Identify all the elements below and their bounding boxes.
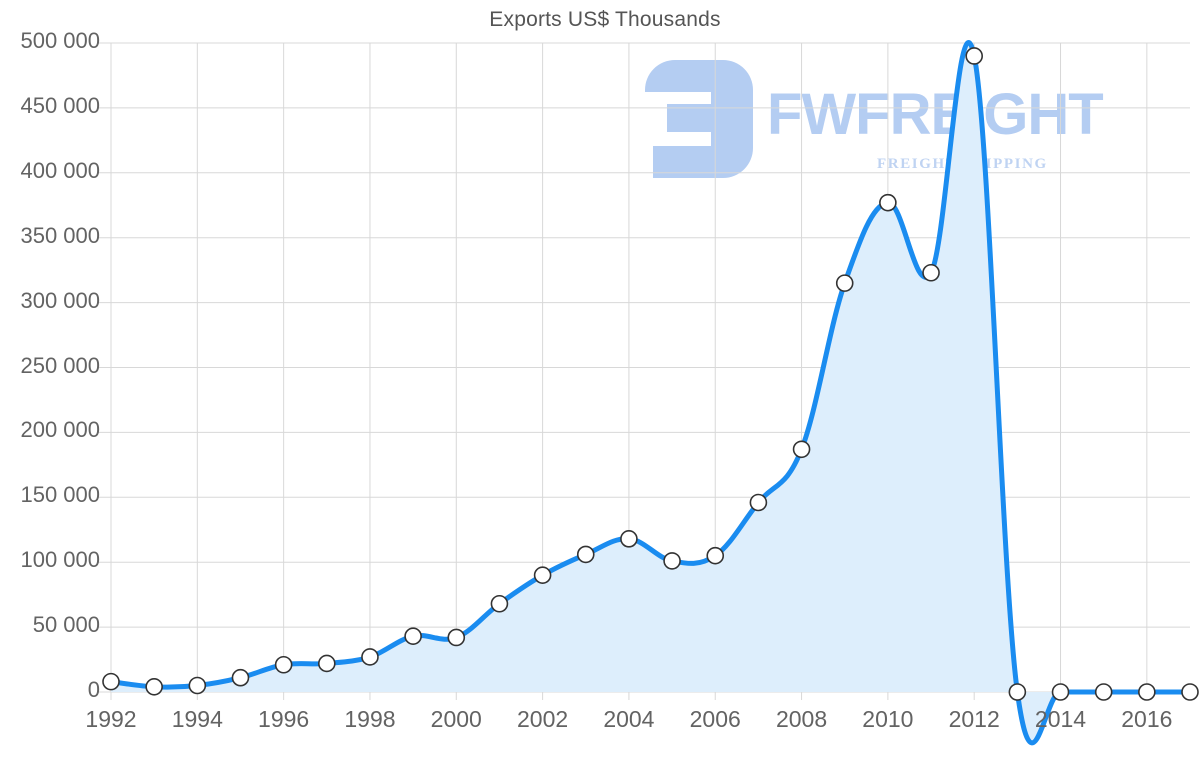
data-point-marker[interactable] <box>620 530 638 548</box>
data-point-marker[interactable] <box>533 566 552 584</box>
x-axis-tick-label: 2006 <box>689 706 741 732</box>
x-axis-tick-label: 1998 <box>344 706 396 732</box>
data-point-marker[interactable] <box>102 672 120 691</box>
series-area-fill <box>111 42 1190 743</box>
data-point-marker[interactable] <box>1094 683 1113 701</box>
data-point-marker[interactable] <box>792 440 811 459</box>
y-axis-tick-label: 100 000 <box>20 547 100 573</box>
x-axis-tick-label: 2010 <box>862 706 914 732</box>
y-axis-tick-label: 350 000 <box>20 222 100 248</box>
y-axis-tick-label: 0 <box>87 677 100 702</box>
data-point-marker[interactable] <box>490 594 509 613</box>
data-point-marker[interactable] <box>835 274 854 292</box>
data-point-marker[interactable] <box>706 546 725 565</box>
y-axis-tick-label: 50 000 <box>32 612 100 638</box>
horizontal-gridlines <box>98 42 1190 693</box>
x-axis-tick-label: 2014 <box>1034 706 1087 732</box>
data-point-marker[interactable] <box>965 47 984 65</box>
data-point-marker[interactable] <box>749 493 768 512</box>
data-point-marker[interactable] <box>879 193 897 212</box>
data-point-marker[interactable] <box>188 676 207 695</box>
data-point-marker[interactable] <box>404 627 422 645</box>
x-axis-tick-label: 2016 <box>1121 706 1173 732</box>
data-point-marker[interactable] <box>1051 683 1070 701</box>
x-axis-tick-label: 2012 <box>948 706 1000 732</box>
data-point-marker[interactable] <box>576 545 595 564</box>
y-axis-tick-label: 450 000 <box>20 92 100 118</box>
data-point-marker[interactable] <box>1181 683 1199 701</box>
series-markers <box>102 47 1199 701</box>
y-axis-tick-label: 150 000 <box>20 482 100 508</box>
data-point-marker[interactable] <box>922 263 940 282</box>
y-axis-tick-label: 250 000 <box>20 352 100 378</box>
x-axis-tick-label: 1994 <box>171 706 223 732</box>
y-axis-tick-label: 300 000 <box>20 287 100 313</box>
data-point-marker[interactable] <box>447 628 466 647</box>
x-axis-tick-label: 2008 <box>775 706 828 732</box>
y-axis-tick-label: 400 000 <box>20 157 100 183</box>
x-axis-tick-label: 1992 <box>85 706 137 732</box>
x-axis-tick-label: 2004 <box>603 706 655 732</box>
data-point-marker[interactable] <box>231 668 250 687</box>
x-axis-tick-label: 2000 <box>430 706 482 732</box>
data-point-marker[interactable] <box>663 552 681 570</box>
data-point-marker[interactable] <box>274 655 293 674</box>
data-point-marker[interactable] <box>317 654 336 673</box>
data-point-marker[interactable] <box>1008 683 1027 701</box>
data-point-marker[interactable] <box>361 648 379 666</box>
y-axis-tick-label: 200 000 <box>20 417 100 443</box>
data-point-marker[interactable] <box>1138 683 1156 701</box>
x-axis-tick-label: 1996 <box>258 706 310 732</box>
data-point-marker[interactable] <box>145 678 163 696</box>
chart-title-text: Exports US$ Thousands <box>489 8 721 31</box>
chart-title: Exports US$ Thousands <box>0 8 1200 32</box>
x-axis-tick-label: 2002 <box>517 706 569 732</box>
y-axis-tick-label: 500 000 <box>20 28 100 53</box>
